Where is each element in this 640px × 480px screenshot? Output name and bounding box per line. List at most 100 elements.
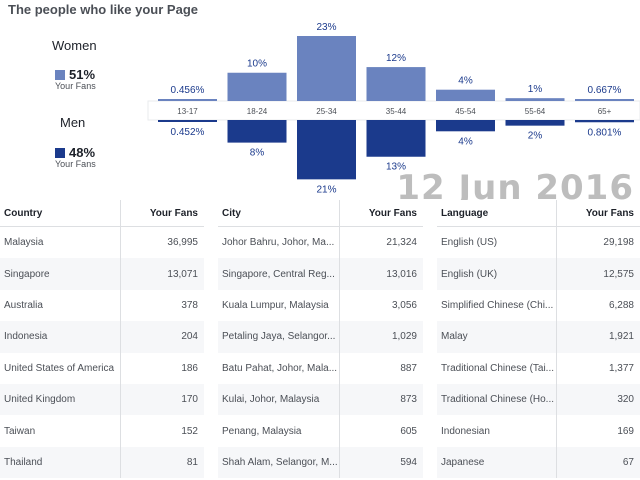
- table-gap: [204, 200, 218, 480]
- row-label: English (UK): [441, 268, 498, 280]
- table-row: United Kingdom 170: [0, 383, 204, 416]
- table-row: Kulai, Johor, Malaysia 873: [218, 383, 423, 416]
- women-bar: [575, 99, 634, 101]
- row-label: Malay: [441, 331, 468, 343]
- column-header-fans[interactable]: Your Fans: [339, 200, 423, 226]
- men-bar: [575, 120, 634, 123]
- men-percent: 48%: [69, 145, 96, 160]
- women-bar: [505, 98, 565, 101]
- row-label: Traditional Chinese (Ho...: [441, 394, 555, 406]
- men-fans-label: Your Fans: [55, 159, 96, 169]
- women-data-label: 4%: [458, 76, 473, 87]
- men-data-label: 0.452%: [171, 127, 205, 138]
- column-header-fans[interactable]: Your Fans: [556, 200, 640, 226]
- row-fans-value: 13,016: [339, 258, 423, 290]
- column-header[interactable]: Country: [4, 207, 43, 219]
- table-row: Thailand 81: [0, 446, 204, 479]
- table-row: Japanese 67: [437, 446, 640, 479]
- table-row: English (UK) 12,575: [437, 258, 640, 290]
- row-fans-value: 67: [556, 446, 640, 479]
- row-label: Malaysia: [4, 237, 44, 249]
- table-row: Malay 1,921: [437, 321, 640, 353]
- men-legend-label: Men: [60, 115, 86, 130]
- row-label: Japanese: [441, 456, 485, 468]
- table-header: City Your Fans: [218, 200, 423, 227]
- row-label: Australia: [4, 299, 43, 311]
- women-bar: [158, 99, 217, 101]
- table-gap: [423, 200, 437, 480]
- row-fans-value: 594: [339, 446, 423, 479]
- row-fans-value: 1,377: [556, 352, 640, 384]
- city-table: City Your Fans Johor Bahru, Johor, Ma... 21…: [218, 200, 423, 480]
- men-swatch: [55, 148, 65, 158]
- row-label: Kulai, Johor, Malaysia: [222, 394, 320, 406]
- men-data-label: 2%: [528, 131, 543, 142]
- age-tick-label: 45-54: [455, 107, 476, 116]
- women-data-label: 0.456%: [171, 85, 205, 96]
- row-fans-value: 169: [556, 415, 640, 447]
- women-percent: 51%: [69, 67, 96, 82]
- table-row: Johor Bahru, Johor, Ma... 21,324: [218, 227, 423, 259]
- table-row: Indonesia 204: [0, 321, 204, 353]
- men-data-label: 0.801%: [588, 127, 622, 138]
- row-label: Kuala Lumpur, Malaysia: [222, 299, 329, 311]
- men-bar: [227, 120, 287, 143]
- column-header[interactable]: City: [222, 207, 241, 219]
- men-bar: [366, 120, 426, 157]
- row-label: United States of America: [4, 362, 115, 374]
- table-row: Batu Pahat, Johor, Mala... 887: [218, 352, 423, 384]
- row-fans-value: 873: [339, 383, 423, 416]
- women-bar: [297, 36, 356, 101]
- men-bar: [158, 120, 217, 122]
- row-label: English (US): [441, 237, 498, 249]
- men-data-label: 21%: [316, 184, 336, 195]
- row-fans-value: 378: [120, 289, 204, 322]
- language-table: Language Your Fans English (US) 29,198 Engli…: [437, 200, 640, 480]
- table-row: English (US) 29,198: [437, 227, 640, 259]
- row-label: Singapore, Central Reg...: [222, 268, 335, 280]
- row-label: United Kingdom: [4, 394, 76, 406]
- men-data-label: 4%: [458, 136, 473, 147]
- row-label: Penang, Malaysia: [222, 425, 302, 437]
- row-label: Johor Bahru, Johor, Ma...: [222, 237, 335, 249]
- table-row: Traditional Chinese (Tai... 1,377: [437, 352, 640, 384]
- column-header-fans[interactable]: Your Fans: [120, 200, 204, 226]
- men-bar: [297, 120, 356, 180]
- row-fans-value: 1,029: [339, 321, 423, 353]
- table-header: Country Your Fans: [0, 200, 204, 227]
- age-tick-label: 25-34: [316, 107, 337, 116]
- row-fans-value: 605: [339, 415, 423, 447]
- table-header: Language Your Fans: [437, 200, 640, 227]
- men-bar: [436, 120, 495, 132]
- row-fans-value: 152: [120, 415, 204, 447]
- row-label: Simplified Chinese (Chi...: [441, 299, 554, 311]
- row-fans-value: 170: [120, 383, 204, 416]
- table-row: Malaysia 36,995: [0, 227, 204, 259]
- row-fans-value: 6,288: [556, 289, 640, 322]
- table-row: Australia 378: [0, 289, 204, 322]
- row-label: Singapore: [4, 268, 50, 280]
- row-fans-value: 81: [120, 446, 204, 479]
- age-tick-label: 35-44: [386, 107, 407, 116]
- row-fans-value: 320: [556, 383, 640, 416]
- table-row: Penang, Malaysia 605: [218, 415, 423, 447]
- row-label: Batu Pahat, Johor, Mala...: [222, 362, 338, 374]
- table-row: Taiwan 152: [0, 415, 204, 447]
- women-data-label: 0.667%: [588, 85, 622, 96]
- column-header[interactable]: Language: [441, 207, 489, 219]
- table-row: Petaling Jaya, Selangor... 1,029: [218, 321, 423, 353]
- table-row: Singapore 13,071: [0, 258, 204, 290]
- page-title: The people who like your Page: [8, 2, 198, 17]
- table-row: Singapore, Central Reg... 13,016: [218, 258, 423, 290]
- women-fans-label: Your Fans: [55, 81, 96, 91]
- age-tick-label: 65+: [598, 107, 612, 116]
- row-fans-value: 36,995: [120, 227, 204, 259]
- table-row: Kuala Lumpur, Malaysia 3,056: [218, 289, 423, 322]
- women-bar: [436, 89, 495, 101]
- age-gender-chart: 0.456% 0.452% 13-17 10% 8% 18-24 23% 21% 25-34 12…: [147, 22, 640, 195]
- row-fans-value: 204: [120, 321, 204, 353]
- row-fans-value: 29,198: [556, 227, 640, 259]
- row-fans-value: 887: [339, 352, 423, 384]
- row-fans-value: 3,056: [339, 289, 423, 322]
- row-label: Indonesian: [441, 425, 490, 437]
